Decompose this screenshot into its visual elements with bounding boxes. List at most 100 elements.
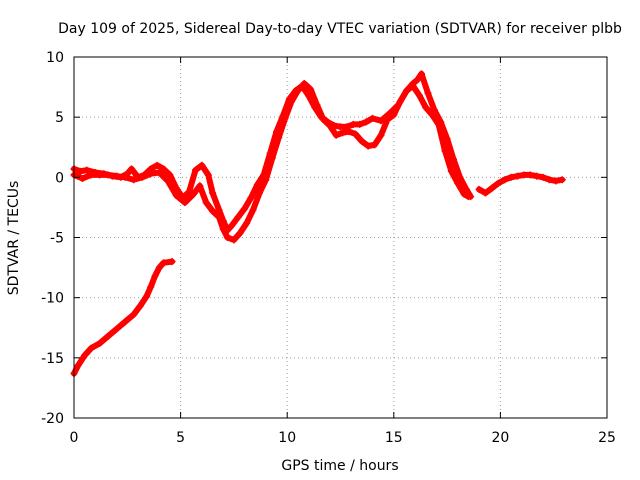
data-point (151, 272, 159, 280)
data-point (368, 114, 376, 122)
x-tick-label: 15 (385, 430, 403, 446)
series-trace (71, 258, 176, 377)
data-point (526, 171, 534, 179)
data-point (418, 70, 426, 78)
data-point (481, 189, 489, 197)
data-point (204, 171, 212, 179)
data-point (377, 131, 385, 139)
data-point (83, 166, 91, 174)
data-point (130, 176, 138, 184)
data-point (339, 129, 347, 137)
data-point (494, 179, 502, 187)
data-point (160, 165, 168, 173)
data-point (160, 259, 168, 267)
data-point (326, 122, 334, 130)
data-point (209, 207, 217, 215)
data-point (230, 236, 238, 244)
y-tick-label: -5 (50, 231, 64, 247)
data-point (513, 172, 521, 180)
data-point (430, 106, 438, 114)
y-axis-label: SDTVAR / TECUs (6, 181, 22, 296)
data-point (96, 339, 104, 347)
data-point (79, 175, 87, 183)
data-point (155, 264, 163, 272)
x-tick-label: 25 (598, 430, 616, 446)
data-point (228, 221, 236, 229)
data-point (294, 87, 302, 95)
data-point (281, 114, 289, 122)
data-point (104, 332, 112, 340)
data-point (539, 173, 547, 181)
data-point (356, 120, 364, 128)
data-point (215, 206, 223, 214)
data-point (202, 199, 210, 207)
data-point (185, 188, 193, 196)
data-point (234, 213, 242, 221)
x-tick-label: 5 (176, 430, 185, 446)
data-point (87, 344, 95, 352)
data-point (196, 182, 204, 190)
x-tick-label: 0 (70, 430, 79, 446)
data-point (74, 361, 82, 369)
data-point (413, 76, 421, 84)
data-point (307, 85, 315, 93)
data-point (128, 165, 136, 173)
y-tick-label: -15 (41, 351, 64, 367)
plot-frame (73, 56, 608, 419)
grid (74, 57, 607, 418)
data-point (428, 111, 436, 119)
data-point (449, 155, 457, 163)
y-tick-label: -20 (41, 411, 64, 427)
data-point (415, 92, 423, 100)
data-point (552, 177, 560, 185)
axis-ticks: 0 5 10 15 20 25 -20 -15 -10 -5 0 5 10 (41, 50, 616, 446)
data-point (454, 179, 462, 187)
data-point (424, 89, 432, 97)
data-point (520, 171, 528, 179)
data-point (409, 82, 417, 90)
y-tick-label: -10 (41, 291, 64, 307)
data-point (558, 176, 566, 184)
data-point (130, 311, 138, 319)
data-point (153, 161, 161, 169)
data-point (198, 161, 206, 169)
y-tick-label: 10 (46, 50, 64, 66)
series-trace (71, 80, 472, 243)
data-point (96, 171, 104, 179)
data-point (371, 141, 379, 149)
data-point (507, 173, 515, 181)
data-point (87, 171, 95, 179)
data-point (113, 172, 121, 180)
data-point (172, 191, 180, 199)
data-point (113, 325, 121, 333)
y-tick-label: 0 (55, 170, 64, 186)
data-point (488, 184, 496, 192)
data-point (241, 205, 249, 213)
data-point (441, 147, 449, 155)
data-point (422, 104, 430, 112)
data-point (224, 234, 232, 241)
data-point (332, 131, 340, 139)
data-point (166, 171, 174, 179)
data-point (253, 181, 261, 189)
data-point (300, 79, 308, 87)
x-tick-label: 10 (278, 430, 296, 446)
data-point (249, 206, 257, 214)
data-point (287, 98, 295, 106)
data-point (121, 318, 129, 326)
data-point (164, 177, 172, 185)
data-point (181, 199, 189, 207)
data-point (460, 190, 468, 198)
data-point (501, 176, 509, 184)
data-series (70, 70, 566, 377)
data-point (136, 302, 144, 310)
data-point (545, 176, 553, 184)
data-point (362, 118, 370, 126)
data-point (168, 258, 176, 266)
data-point (464, 193, 472, 201)
data-point (138, 173, 146, 181)
data-point (377, 117, 385, 125)
data-point (142, 292, 150, 300)
data-point (349, 120, 357, 128)
